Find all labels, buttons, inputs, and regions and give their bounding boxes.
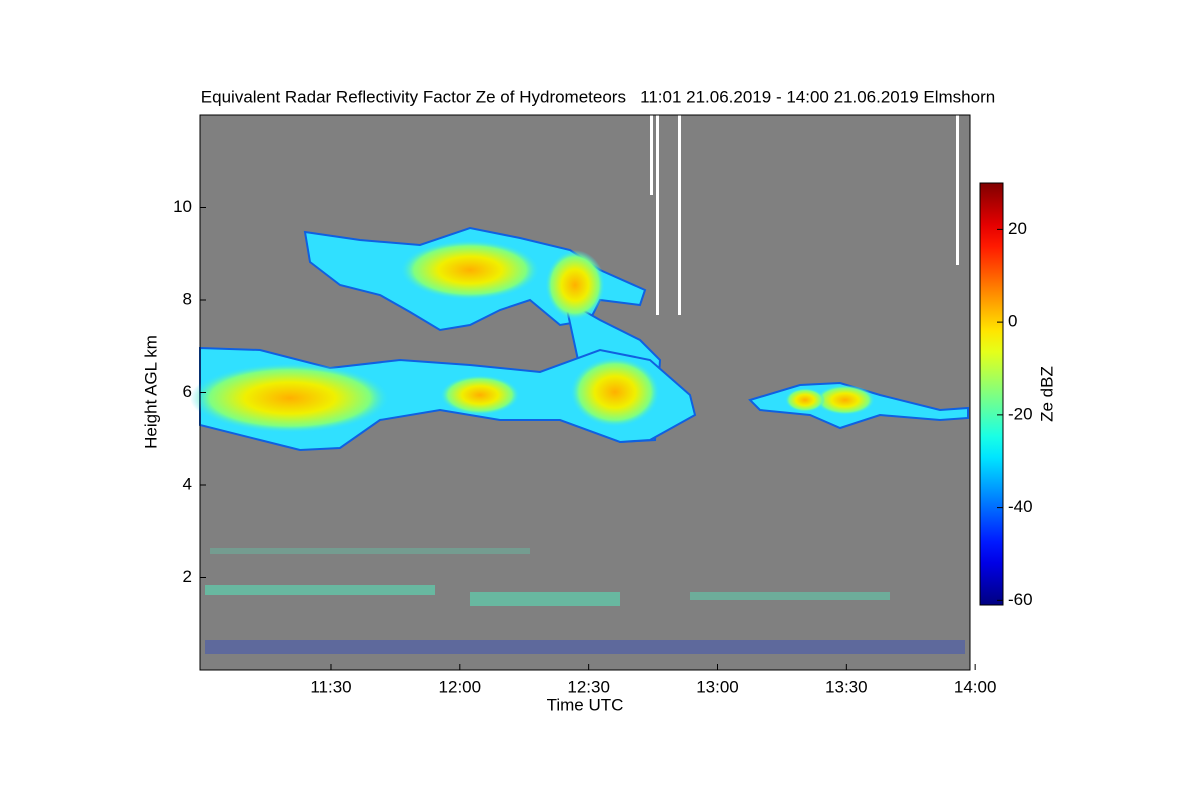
y-tick-label: 8 <box>183 289 192 308</box>
colorbar <box>979 182 1004 606</box>
data-gap <box>650 115 959 315</box>
colorbar-tick-label: -20 <box>1008 404 1033 423</box>
y-axis-label: Height AGL km <box>141 335 160 449</box>
y-tick-label: 2 <box>183 567 192 586</box>
plot-area <box>190 114 971 671</box>
y-tick-label: 10 <box>173 197 192 216</box>
x-tick-label: 12:30 <box>567 677 610 696</box>
x-tick-label: 14:00 <box>954 677 997 696</box>
y-tick-label: 4 <box>183 474 192 493</box>
y-tick-label: 6 <box>183 382 192 401</box>
x-tick-label: 13:00 <box>696 677 739 696</box>
x-axis-label: Time UTC <box>547 695 624 714</box>
echo-core <box>190 240 875 433</box>
colorbar-label: Ze dBZ <box>1037 366 1056 422</box>
x-tick-label: 12:00 <box>439 677 482 696</box>
colorbar-tick-label: -60 <box>1008 590 1033 609</box>
colorbar-tick-label: -40 <box>1008 497 1033 516</box>
chart-title: Equivalent Radar Reflectivity Factor Ze … <box>201 87 995 106</box>
colorbar-tick-label: 0 <box>1008 312 1017 331</box>
x-tick-label: 13:30 <box>825 677 868 696</box>
colorbar-tick-label: 20 <box>1008 219 1027 238</box>
x-tick-label: 11:30 <box>310 677 351 696</box>
clutter <box>205 548 965 654</box>
